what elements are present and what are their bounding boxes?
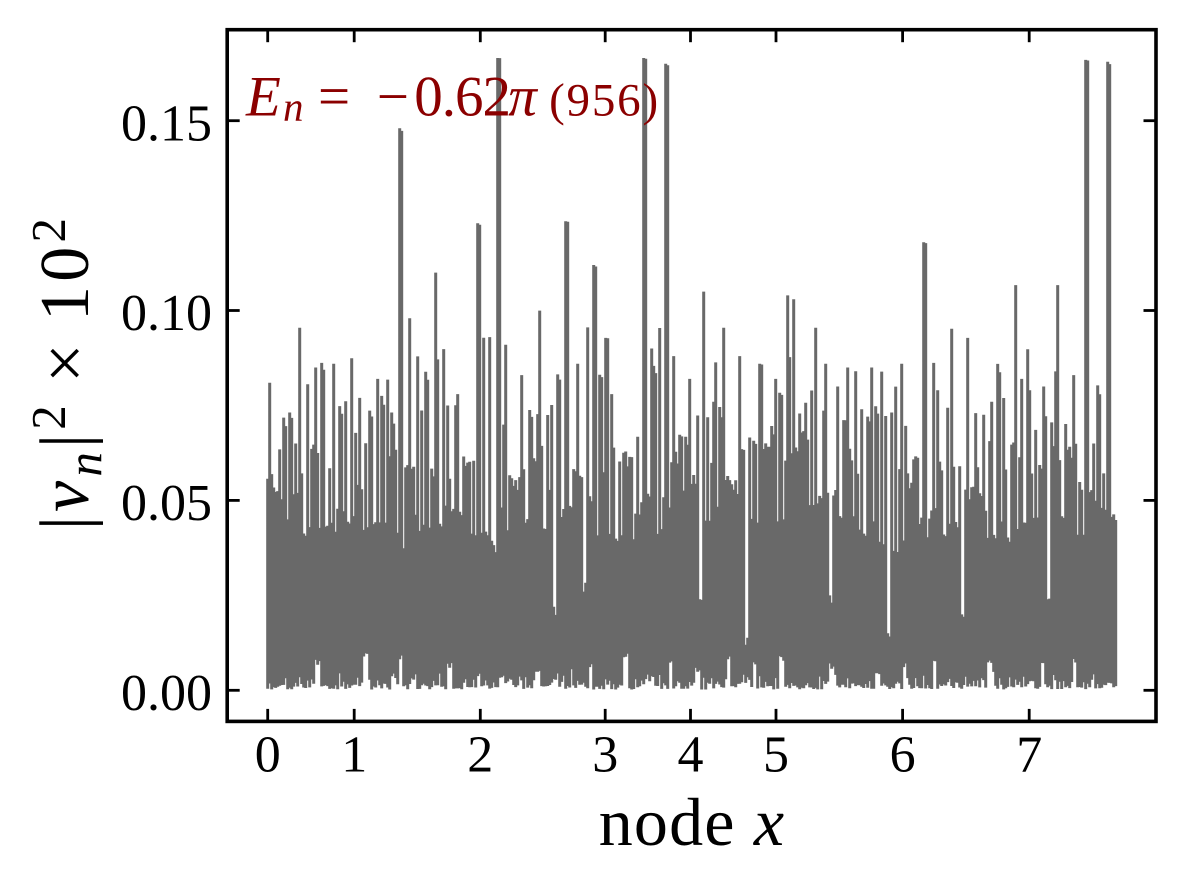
svg-text:|vn|2 × 102: |vn|2 × 102 xyxy=(21,214,112,530)
svg-text:4: 4 xyxy=(678,726,704,783)
svg-text:5: 5 xyxy=(763,726,789,783)
svg-text:0.15: 0.15 xyxy=(121,95,212,152)
svg-text:0: 0 xyxy=(255,726,281,783)
svg-text:1: 1 xyxy=(341,726,367,783)
svg-text:2: 2 xyxy=(467,726,493,783)
svg-text:0.10: 0.10 xyxy=(121,285,212,342)
svg-text:En=−0.62π(956): En = −0.62π (956) xyxy=(245,66,660,130)
svg-text:0.05: 0.05 xyxy=(121,475,212,532)
svg-text:3: 3 xyxy=(592,726,618,783)
svg-text:0.00: 0.00 xyxy=(121,665,212,722)
svg-text:7: 7 xyxy=(1016,726,1042,783)
svg-text:6: 6 xyxy=(890,726,916,783)
svg-text:node x: node x xyxy=(599,784,786,860)
